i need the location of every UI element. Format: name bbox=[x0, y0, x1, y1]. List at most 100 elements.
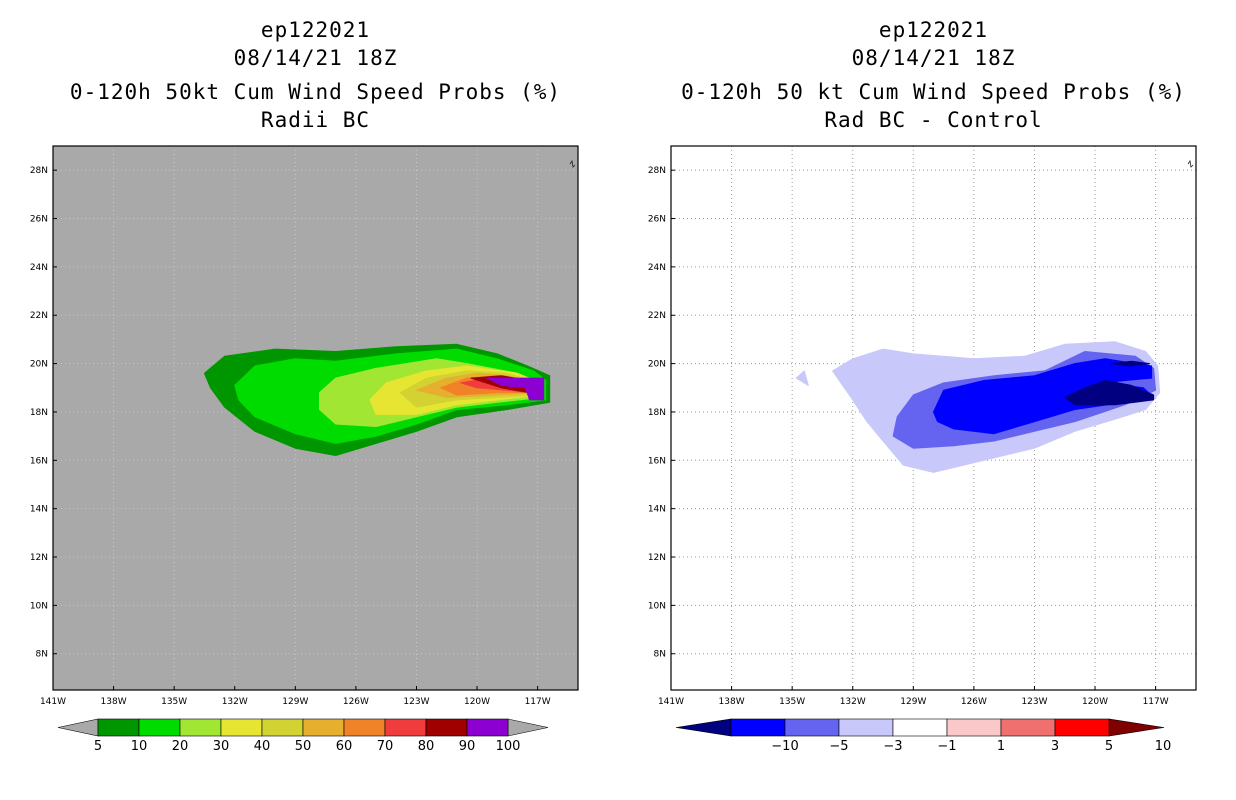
colorbar-swatch bbox=[838, 718, 894, 737]
colorbar-swatch bbox=[343, 718, 386, 737]
right-chart-title: 0-120h 50 kt Cum Wind Speed Probs (%) bbox=[681, 80, 1186, 104]
colorbar-label: 60 bbox=[336, 739, 353, 754]
colorbar-label: 100 bbox=[496, 739, 521, 754]
colorbar-left-triangle bbox=[675, 718, 732, 737]
x-tick-label: 120W bbox=[464, 697, 490, 707]
contour--10-4 bbox=[1064, 380, 1155, 406]
colorbar-label: 30 bbox=[213, 739, 230, 754]
y-tick-label: 16N bbox=[648, 456, 666, 466]
colorbar-swatch bbox=[946, 718, 1002, 737]
colorbar-swatch bbox=[1000, 718, 1056, 737]
colorbar-swatch bbox=[466, 718, 509, 737]
x-tick-label: 138W bbox=[101, 697, 127, 707]
y-tick-label: 10N bbox=[30, 601, 48, 611]
colorbar-label: 10 bbox=[1155, 739, 1172, 754]
colorbar-label: 70 bbox=[377, 739, 394, 754]
colorbar-label: −3 bbox=[883, 739, 902, 754]
left-map-panel: 141W 138W 135W 132W 129W 126W 123W 120W 117W 8N 10… bbox=[30, 145, 579, 707]
y-tick-label: 10N bbox=[648, 601, 666, 611]
x-tick-label: 129W bbox=[282, 697, 308, 707]
colorbar-swatch bbox=[179, 718, 222, 737]
left-chart-title: 0-120h 50kt Cum Wind Speed Probs (%) bbox=[69, 80, 562, 104]
y-tick-label: 26N bbox=[30, 215, 48, 225]
colorbar-swatch bbox=[425, 718, 468, 737]
y-tick-label: 28N bbox=[648, 166, 666, 176]
colorbar-label: 3 bbox=[1051, 739, 1059, 754]
colorbar-swatch bbox=[97, 718, 140, 737]
y-tick-label: 24N bbox=[30, 263, 48, 273]
colorbar-swatch bbox=[784, 718, 840, 737]
colorbar-swatch bbox=[892, 718, 948, 737]
colorbar-swatch bbox=[220, 718, 263, 737]
right-colorbar: −10 −5 −3 −1 1 3 5 10 bbox=[675, 718, 1172, 754]
colorbar-swatch bbox=[1054, 718, 1110, 737]
colorbar-label: 20 bbox=[172, 739, 189, 754]
coastline-fragment bbox=[1187, 159, 1194, 168]
colorbar-swatch bbox=[384, 718, 427, 737]
colorbar-left-triangle bbox=[57, 718, 99, 737]
x-tick-label: 117W bbox=[525, 697, 551, 707]
right-panel-title: ep122021 08/14/21 18Z 0-120h 50 kt Cum W… bbox=[671, 16, 1196, 135]
x-tick-label: 126W bbox=[961, 697, 987, 707]
colorbar-label: 5 bbox=[94, 739, 102, 754]
y-tick-label: 14N bbox=[30, 505, 48, 515]
right-storm-id: ep122021 bbox=[878, 18, 989, 42]
colorbar-swatch bbox=[261, 718, 304, 737]
x-tick-label: 141W bbox=[40, 697, 66, 707]
x-tick-label: 123W bbox=[403, 697, 429, 707]
map-frame bbox=[670, 145, 1197, 691]
colorbar-label: 40 bbox=[254, 739, 271, 754]
right-date: 08/14/21 18Z bbox=[851, 46, 1016, 70]
y-tick-label: 20N bbox=[648, 360, 666, 370]
y-tick-label: 18N bbox=[648, 408, 666, 418]
y-tick-label: 20N bbox=[30, 360, 48, 370]
x-tick-label: 129W bbox=[900, 697, 926, 707]
colorbar-label: 50 bbox=[295, 739, 312, 754]
colorbar-right-triangle bbox=[1108, 718, 1165, 737]
left-storm-id: ep122021 bbox=[260, 18, 371, 42]
y-tick-label: 24N bbox=[648, 263, 666, 273]
colorbar-label: −5 bbox=[829, 739, 848, 754]
colorbar-label: 5 bbox=[1105, 739, 1113, 754]
colorbar-right-triangle bbox=[507, 718, 549, 737]
colorbar-label: 1 bbox=[997, 739, 1005, 754]
y-tick-label: 22N bbox=[648, 311, 666, 321]
x-tick-label: 135W bbox=[779, 697, 805, 707]
left-panel-title: ep122021 08/14/21 18Z 0-120h 50kt Cum Wi… bbox=[53, 16, 578, 135]
x-tick-label: 135W bbox=[161, 697, 187, 707]
left-colorbar: 5 10 20 30 40 50 60 70 80 90 100 bbox=[57, 718, 549, 754]
y-tick-label: 22N bbox=[30, 311, 48, 321]
right-map-panel: 141W 138W 135W 132W 129W 126W 123W 120W 117W 8N 10… bbox=[648, 145, 1197, 707]
y-tick-label: 28N bbox=[30, 166, 48, 176]
y-tick-label: 8N bbox=[654, 650, 666, 660]
x-tick-label: 123W bbox=[1021, 697, 1047, 707]
colorbar-swatch bbox=[138, 718, 181, 737]
left-date: 08/14/21 18Z bbox=[233, 46, 398, 70]
x-tick-label: 138W bbox=[719, 697, 745, 707]
y-tick-label: 16N bbox=[30, 456, 48, 466]
x-tick-label: 132W bbox=[840, 697, 866, 707]
x-tick-label: 120W bbox=[1082, 697, 1108, 707]
y-tick-label: 12N bbox=[648, 553, 666, 563]
colorbar-swatch bbox=[730, 718, 786, 737]
right-chart-subtitle: Rad BC - Control bbox=[824, 108, 1043, 132]
x-tick-label: 132W bbox=[222, 697, 248, 707]
x-tick-label: 117W bbox=[1143, 697, 1169, 707]
colorbar-label: 90 bbox=[459, 739, 476, 754]
colorbar-swatch bbox=[302, 718, 345, 737]
y-tick-label: 14N bbox=[648, 505, 666, 515]
contour--1-1 bbox=[795, 370, 809, 386]
colorbar-label: 10 bbox=[131, 739, 148, 754]
map-frame bbox=[52, 145, 579, 691]
contour--10-5 bbox=[1110, 360, 1151, 367]
x-tick-label: 141W bbox=[658, 697, 684, 707]
colorbar-label: −10 bbox=[771, 739, 798, 754]
y-tick-label: 8N bbox=[36, 650, 48, 660]
left-chart-subtitle: Radii BC bbox=[260, 108, 371, 132]
y-tick-label: 18N bbox=[30, 408, 48, 418]
contour-90-9 bbox=[486, 377, 545, 401]
colorbar-label: 80 bbox=[418, 739, 435, 754]
y-tick-label: 12N bbox=[30, 553, 48, 563]
x-tick-label: 126W bbox=[343, 697, 369, 707]
